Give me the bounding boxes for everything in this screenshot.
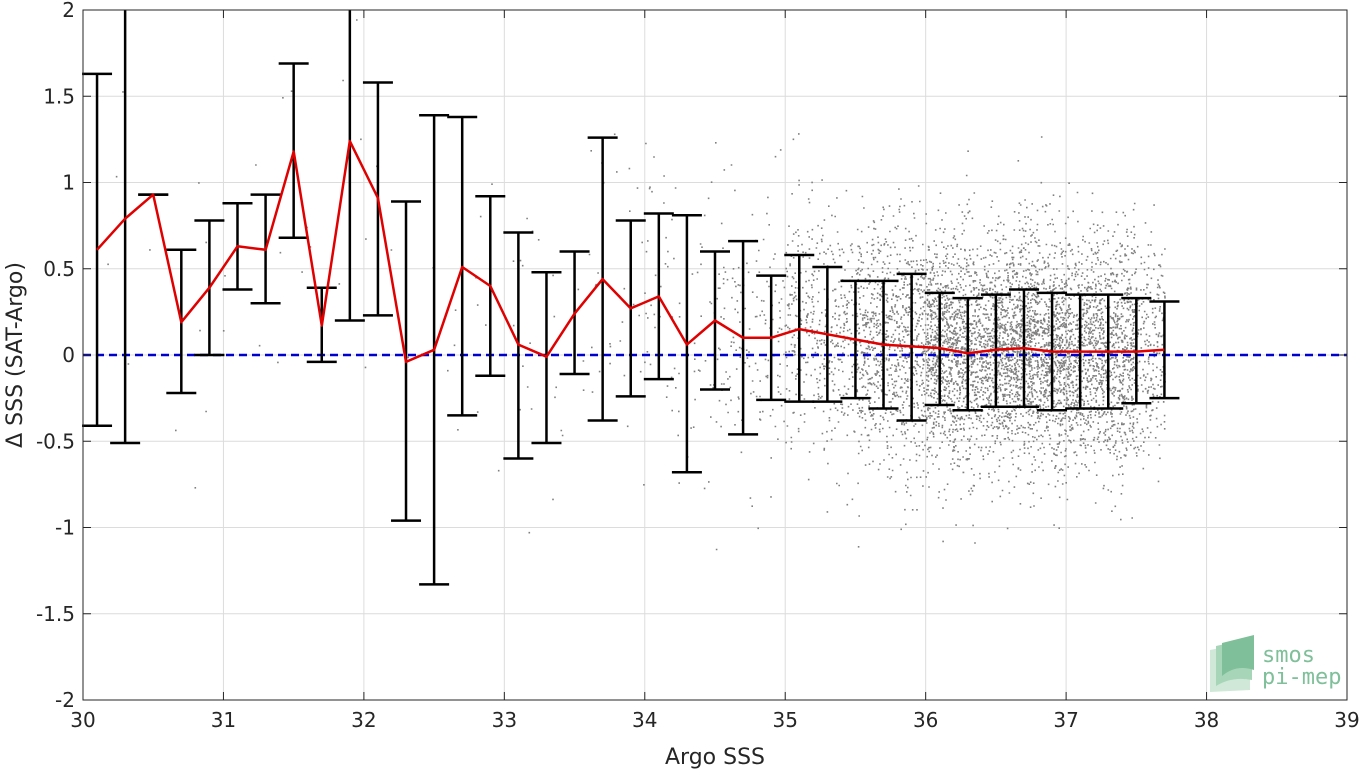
x-tick-label: 34 — [632, 708, 657, 732]
logo-line2: pi-mep — [1262, 665, 1341, 690]
x-tick-label: 38 — [1194, 708, 1219, 732]
x-tick-label: 32 — [351, 708, 376, 732]
scatter-point-cloud — [107, 19, 1166, 551]
x-tick-label: 33 — [492, 708, 517, 732]
y-tick-label: -2 — [55, 688, 75, 712]
mean-series-line — [96, 139, 1165, 364]
y-tick-label: -0.5 — [36, 429, 75, 453]
y-tick-label: 1.5 — [43, 84, 75, 108]
mean-line — [96, 139, 1165, 364]
x-tick-label: 31 — [211, 708, 236, 732]
y-axis-ticks: -2 -1.5 -1 -0.5 0 0.5 1 1.5 2 — [36, 0, 1347, 712]
x-axis-label: Argo SSS — [665, 745, 765, 770]
error-bars — [82, 10, 1180, 586]
logo-line1: smos — [1262, 643, 1315, 668]
smos-pimep-logo: smos pi-mep — [1210, 635, 1341, 692]
x-tick-label: 36 — [913, 708, 938, 732]
error-bar — [334, 10, 365, 322]
y-tick-label: 0 — [62, 343, 75, 367]
x-tick-label: 35 — [772, 708, 797, 732]
scatter-points — [107, 19, 1166, 551]
y-tick-label: 2 — [62, 0, 75, 22]
y-tick-label: -1 — [55, 516, 75, 540]
y-axis-label: Δ SSS (SAT-Argo) — [3, 262, 28, 448]
error-bar — [1149, 300, 1180, 400]
y-tick-label: 1 — [62, 171, 75, 195]
error-bar — [110, 10, 141, 445]
logo-wave-icon — [1210, 635, 1254, 692]
y-tick-label: 0.5 — [43, 257, 75, 281]
y-tick-label: -1.5 — [36, 602, 75, 626]
x-tick-label: 30 — [70, 708, 95, 732]
x-axis-ticks: 30 31 32 33 34 35 36 37 38 39 — [70, 10, 1360, 732]
x-tick-label: 37 — [1053, 708, 1078, 732]
x-tick-label: 39 — [1334, 708, 1359, 732]
